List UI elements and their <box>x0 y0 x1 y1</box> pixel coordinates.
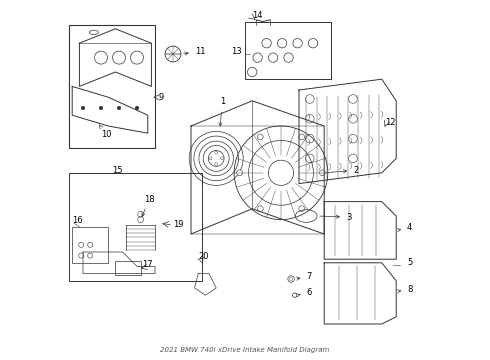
Circle shape <box>135 106 139 110</box>
Circle shape <box>117 106 121 110</box>
Bar <box>69 25 155 148</box>
Bar <box>69 173 202 281</box>
Text: 6: 6 <box>296 288 312 297</box>
Text: 15: 15 <box>112 166 122 175</box>
Bar <box>245 22 331 79</box>
Circle shape <box>99 106 103 110</box>
Circle shape <box>81 106 85 110</box>
Text: 18: 18 <box>142 195 155 216</box>
Text: 4: 4 <box>397 224 412 233</box>
Bar <box>72 227 108 263</box>
Text: 14: 14 <box>252 11 263 20</box>
Text: 1: 1 <box>219 98 225 126</box>
Text: 5: 5 <box>407 258 412 267</box>
Circle shape <box>257 134 263 140</box>
Text: 9: 9 <box>159 93 164 102</box>
Circle shape <box>257 206 263 212</box>
Bar <box>116 261 141 275</box>
Circle shape <box>319 170 325 176</box>
Text: 2021 BMW 740i xDrive Intake Manifold Diagram: 2021 BMW 740i xDrive Intake Manifold Dia… <box>160 347 330 353</box>
Text: 7: 7 <box>296 272 312 281</box>
Text: 20: 20 <box>198 252 209 261</box>
Text: 19: 19 <box>173 220 183 229</box>
Text: 13: 13 <box>231 47 242 56</box>
Text: 17: 17 <box>143 260 153 269</box>
Circle shape <box>237 170 243 176</box>
Circle shape <box>299 206 305 212</box>
Text: 12: 12 <box>386 118 396 127</box>
Text: 2: 2 <box>327 166 358 175</box>
Text: 16: 16 <box>72 216 83 225</box>
Text: 11: 11 <box>184 47 205 56</box>
Text: 10: 10 <box>99 125 112 139</box>
Circle shape <box>299 134 305 140</box>
Text: 8: 8 <box>397 285 413 294</box>
Text: 3: 3 <box>320 213 351 222</box>
